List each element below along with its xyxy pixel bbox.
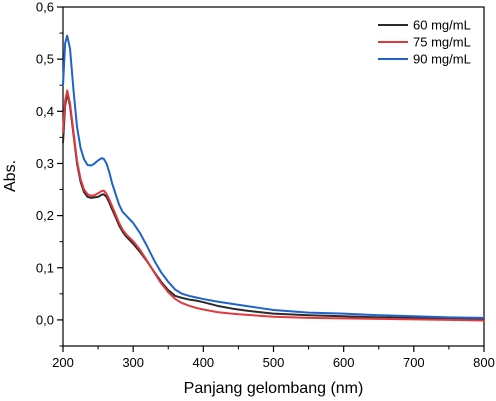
y-tick-label: 0,2 <box>36 208 54 223</box>
x-tick-label: 500 <box>263 355 285 370</box>
y-axis: 0,0 0,1 0,2 0,3 0,4 0,5 0,6 <box>36 0 63 347</box>
y-tick-label: 0,5 <box>36 52 54 67</box>
y-tick-label: 0,1 <box>36 260 54 275</box>
y-tick-label: 0,3 <box>36 156 54 171</box>
x-axis-title: Panjang gelombang (nm) <box>184 380 364 397</box>
legend-label: 90 mg/mL <box>413 52 471 67</box>
x-tick-label: 300 <box>122 355 144 370</box>
series-line-1 <box>62 92 485 320</box>
x-tick-label: 800 <box>473 355 495 370</box>
series-line-2 <box>62 89 485 322</box>
y-axis-title: Abs. <box>2 160 19 192</box>
x-axis: 200 300 400 500 600 700 800 <box>52 346 495 370</box>
x-tick-label: 700 <box>403 355 425 370</box>
y-tick-label: 0,0 <box>36 312 54 327</box>
x-tick-label: 600 <box>333 355 355 370</box>
legend-label: 75 mg/mL <box>413 35 471 50</box>
x-tick-label: 400 <box>192 355 214 370</box>
x-tick-label: 200 <box>52 355 74 370</box>
series-lines <box>62 34 485 322</box>
legend: 60 mg/mL 75 mg/mL 90 mg/mL <box>378 18 471 67</box>
series-line-3 <box>62 34 485 319</box>
legend-label: 60 mg/mL <box>413 18 471 33</box>
y-tick-label: 0,4 <box>36 104 54 119</box>
y-tick-label: 0,6 <box>36 0 54 15</box>
